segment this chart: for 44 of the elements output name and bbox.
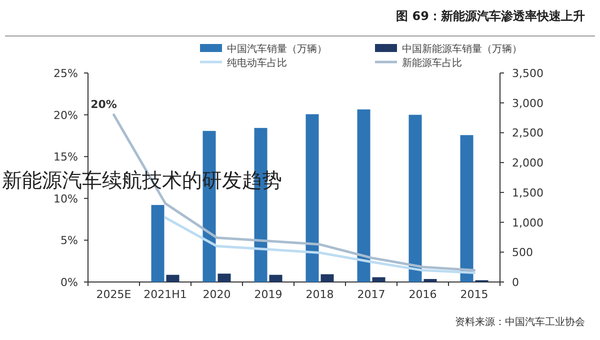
annotation: 20% — [90, 98, 117, 111]
legend-label: 中国汽车销量（万辆） — [227, 43, 327, 55]
y-tick-label: 500 — [512, 246, 533, 260]
bar — [357, 109, 370, 282]
y-tick-label: 1,500 — [512, 186, 544, 200]
bar — [166, 274, 180, 282]
legend-item: 纯电动车占比 — [200, 58, 287, 69]
bar — [408, 114, 422, 282]
x-tick-label: 2016 — [408, 288, 437, 301]
y-tick-label: 3,500 — [512, 67, 544, 80]
legend-item: 中国新能源车销量（万辆） — [375, 44, 522, 55]
chart-title: 图 69：新能源汽车渗透率快速上升 — [396, 9, 585, 23]
x-tick-label: 2019 — [254, 288, 282, 301]
x-tick-label: 2025E — [96, 288, 132, 301]
legend-item: 中国汽车销量（万辆） — [200, 44, 327, 55]
bar — [460, 135, 474, 282]
y-tick-label: 2,500 — [512, 126, 544, 140]
bar — [424, 279, 437, 282]
y-tick-label: 3,000 — [512, 96, 544, 110]
y-tick-label: 1,000 — [512, 216, 544, 230]
legend-label: 中国新能源车销量（万辆） — [402, 43, 522, 55]
y-tick-label: 0 — [512, 276, 519, 289]
y-tick-label: 2,000 — [512, 156, 544, 170]
x-tick-label: 2017 — [357, 288, 386, 301]
y2-tick-label: 0% — [60, 276, 78, 289]
x-tick-label: 2018 — [306, 288, 334, 301]
text: 资料来源：中国汽车工业协会 — [455, 316, 585, 328]
bar — [306, 114, 319, 282]
y2-tick-label: 25% — [54, 67, 78, 80]
y2-tick-label: 20% — [54, 108, 78, 122]
x-tick-label: 2015 — [460, 288, 488, 301]
legend-label: 新能源车占比 — [402, 57, 462, 69]
legend-item: 新能源车占比 — [375, 58, 462, 69]
bar — [320, 274, 334, 282]
x-tick-label: 2021H1 — [144, 288, 187, 301]
bar — [269, 274, 282, 282]
y2-tick-label: 10% — [54, 192, 78, 206]
legend-label: 纯电动车占比 — [227, 57, 287, 69]
y2-tick-label: 15% — [54, 150, 78, 164]
bar — [372, 277, 386, 282]
y2-tick-label: 5% — [60, 234, 78, 248]
x-tick-label: 2020 — [202, 288, 231, 301]
bar — [151, 204, 164, 282]
bar — [218, 274, 231, 282]
